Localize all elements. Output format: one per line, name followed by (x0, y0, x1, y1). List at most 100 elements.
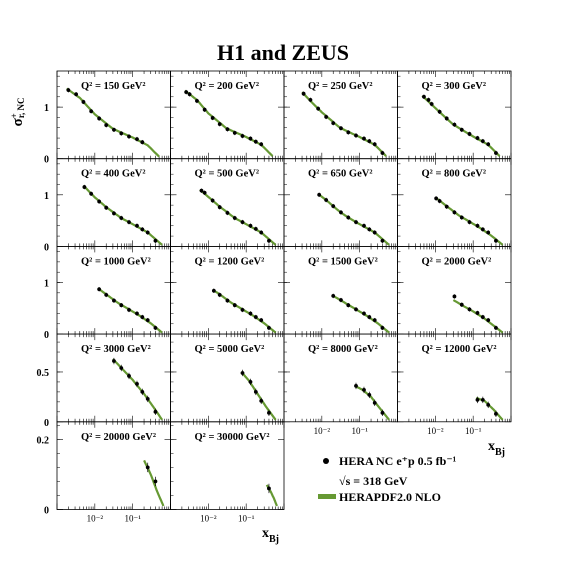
data-point (317, 192, 322, 197)
data-point (467, 132, 472, 136)
data-point (232, 216, 237, 220)
data-point (372, 230, 377, 235)
y-tick-label: 0 (44, 330, 49, 341)
panel-label: Q² = 2000 GeV² (422, 256, 492, 267)
data-point (153, 409, 158, 414)
data-point (112, 127, 116, 132)
data-point (104, 123, 109, 128)
data-point (140, 315, 145, 319)
data-point (248, 136, 253, 141)
panel (170, 70, 285, 160)
data-point (380, 410, 385, 415)
x-axis-labels: 10⁻² 10⁻¹ 10⁻² 10⁻¹ 10⁻² 10⁻¹ 10⁻² 10⁻¹ xBj xBj (87, 426, 505, 545)
data-point (480, 315, 485, 319)
data-point (153, 238, 158, 243)
x-tick-label: 10⁻² (87, 514, 104, 524)
data-point (372, 400, 377, 405)
panel (397, 158, 512, 247)
fit-curve (421, 94, 501, 157)
fit-curve (301, 91, 387, 157)
data-point (346, 130, 351, 135)
data-point (437, 109, 442, 114)
data-point (140, 227, 145, 232)
y-tick-label: 0.2 (37, 435, 50, 446)
data-point (202, 190, 207, 195)
data-point (145, 396, 150, 401)
fit-curve (66, 87, 160, 158)
x-tick-label: 10⁻² (427, 426, 444, 436)
data-point (339, 126, 343, 131)
data-point (367, 139, 372, 144)
legend-fit-swatch (318, 494, 336, 499)
data-point (112, 359, 116, 363)
data-point (354, 133, 358, 138)
panel-label: Q² = 8000 GeV² (308, 344, 378, 355)
data-point (81, 100, 86, 104)
data-point (97, 287, 102, 292)
data-point (301, 91, 306, 96)
data-point (362, 311, 366, 316)
panel-label: Q² = 200 GeV² (195, 81, 259, 92)
panel-label: Q² = 1500 GeV² (308, 256, 378, 267)
data-point (354, 384, 358, 388)
data-point (135, 382, 139, 386)
data-point (127, 374, 131, 378)
data-point (127, 220, 131, 225)
x-tick-label: 10⁻¹ (351, 426, 368, 436)
data-point (153, 326, 158, 330)
data-point (195, 99, 199, 103)
data-point (259, 230, 264, 235)
data-point (422, 94, 426, 99)
fit-curve (82, 184, 163, 246)
y-axis-label: σ+r, NC (9, 98, 26, 127)
data-point (74, 92, 79, 97)
data-point (248, 380, 253, 384)
data-point (331, 204, 336, 209)
panel-label: Q² = 250 GeV² (308, 81, 372, 92)
data-point (210, 116, 215, 120)
data-point (202, 107, 207, 112)
data-point (225, 298, 230, 303)
data-point (259, 398, 264, 403)
data-point (372, 318, 377, 323)
data-point (211, 288, 216, 293)
data-point (135, 137, 139, 141)
panel-label: Q² = 12000 GeV² (422, 344, 497, 355)
data-point (135, 223, 139, 228)
data-point (240, 371, 245, 375)
data-point (426, 97, 431, 102)
panel-label: Q² = 300 GeV² (422, 81, 486, 92)
panel-label: Q² = 150 GeV² (81, 81, 145, 92)
data-point (494, 238, 498, 243)
data-point (248, 311, 253, 316)
panel-label: Q² = 400 GeV² (81, 169, 145, 180)
data-point (339, 210, 343, 215)
data-point (253, 390, 258, 394)
data-point (153, 479, 158, 484)
panel (283, 333, 398, 423)
data-point (267, 410, 271, 415)
data-point (494, 411, 498, 416)
x-tick-label: 10⁻¹ (238, 514, 255, 524)
panel-label: Q² = 650 GeV² (308, 169, 372, 180)
chart-title: H1 and ZEUS (217, 40, 349, 65)
data-point (362, 388, 366, 392)
data-point (104, 292, 109, 297)
data-point (480, 227, 485, 232)
data-point (259, 142, 264, 147)
y-tick-label: 1 (44, 279, 49, 290)
data-point (119, 366, 124, 370)
fit-curve (475, 396, 504, 421)
data-point (112, 211, 116, 216)
data-point (367, 315, 372, 319)
panel (56, 245, 171, 335)
data-point (66, 88, 71, 92)
data-point (97, 199, 102, 204)
data-point (437, 199, 442, 203)
data-point (308, 97, 313, 102)
data-point (429, 102, 434, 106)
data-point (339, 298, 343, 302)
data-point (459, 127, 464, 132)
fit-curve (199, 188, 277, 246)
